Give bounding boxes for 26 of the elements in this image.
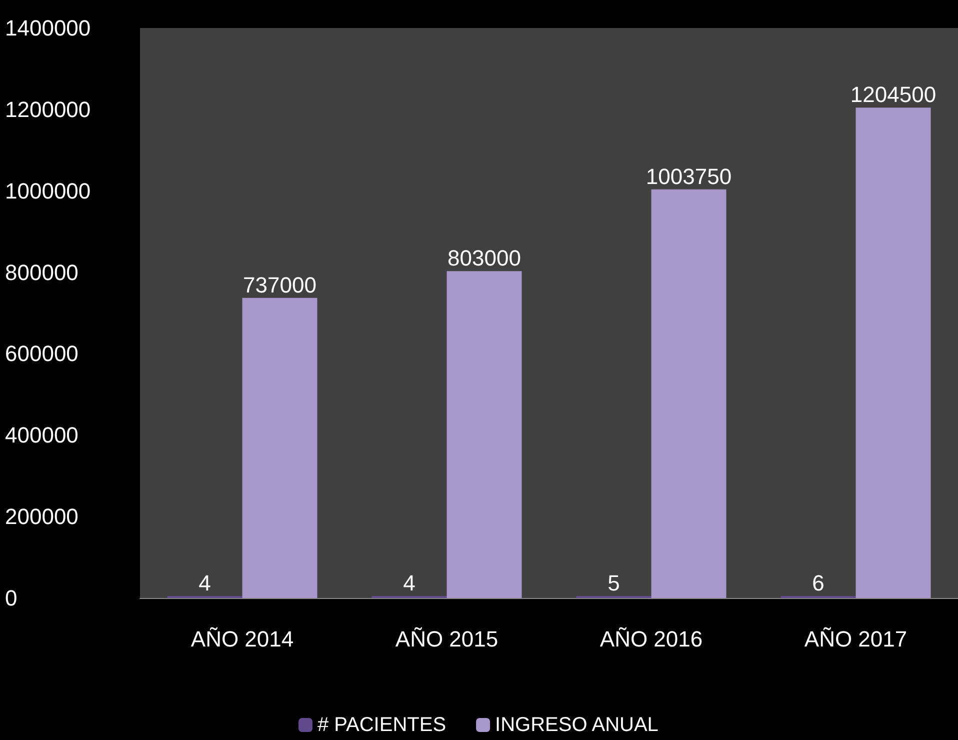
- data-label: 6: [812, 570, 824, 596]
- bar: [651, 189, 726, 598]
- x-tick-label: AÑO 2014: [190, 626, 294, 652]
- x-tick-label: AÑO 2015: [395, 626, 498, 652]
- data-label: 4: [198, 570, 211, 596]
- data-label: 4: [403, 570, 416, 596]
- data-label: 5: [608, 570, 620, 596]
- legend-label: INGRESO ANUAL: [495, 714, 658, 736]
- bar: [446, 271, 522, 598]
- data-label: 737000: [243, 272, 316, 298]
- y-tick-label: 1000000: [5, 178, 91, 204]
- data-label: 803000: [448, 246, 521, 271]
- legend-label: # PACIENTES: [317, 714, 446, 736]
- y-tick-label: 1400000: [5, 16, 91, 40]
- y-tick-label: 200000: [5, 504, 78, 530]
- data-label: 1003750: [646, 164, 732, 189]
- y-tick-label: 0: [5, 586, 18, 610]
- y-tick-label: 800000: [5, 260, 78, 285]
- data-label: 1204500: [850, 82, 936, 108]
- y-tick-label: 600000: [5, 341, 78, 366]
- x-tick-label: AÑO 2017: [804, 626, 908, 652]
- y-tick-label: 1200000: [5, 96, 91, 122]
- x-tick-label: AÑO 2016: [600, 626, 703, 652]
- bar: [856, 108, 931, 598]
- y-tick-label: 400000: [5, 422, 78, 448]
- bar: [242, 298, 318, 598]
